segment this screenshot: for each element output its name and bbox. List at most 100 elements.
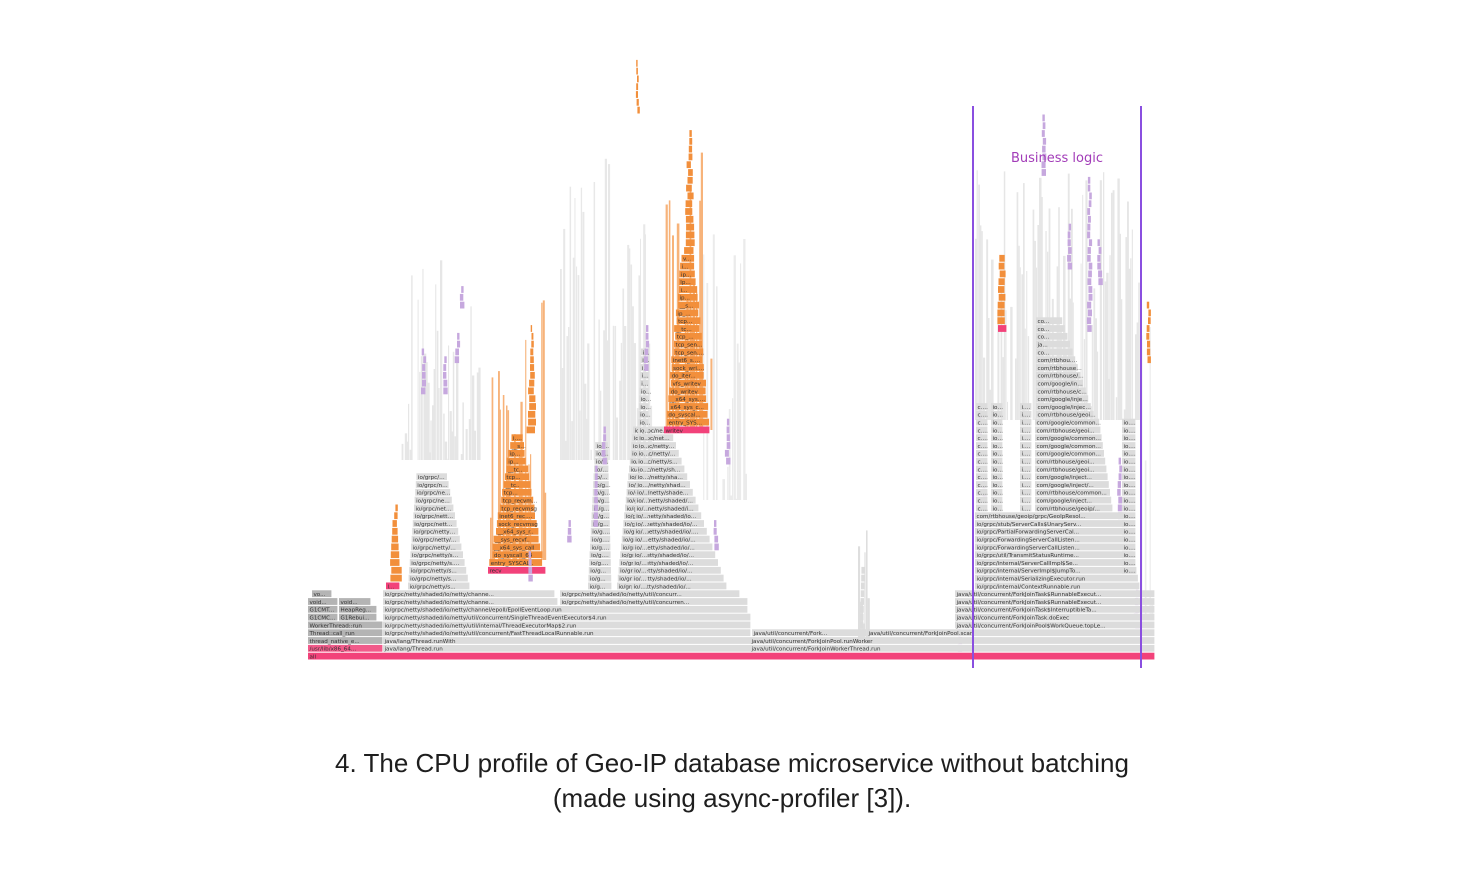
business-side-frame-label: io… xyxy=(993,436,1004,442)
flame-spike xyxy=(608,164,611,460)
business-frame-label: com/rtbhouse/geoi... xyxy=(1037,467,1095,473)
business-side-frame xyxy=(991,434,1003,442)
business-side-frame xyxy=(1122,434,1136,442)
native-frame xyxy=(308,613,338,621)
caption-line-2: (made using async-profiler [3]). xyxy=(552,783,912,813)
business-side-frame xyxy=(1122,488,1136,496)
purple-frame xyxy=(1042,122,1046,130)
flame-spike xyxy=(473,430,476,460)
flame-spike xyxy=(1064,354,1067,420)
netty-frame-label: io/… xyxy=(634,569,646,575)
business-frame xyxy=(1035,481,1109,488)
business-frame-label: com/rtbhouse/geoip/grpc/GeoIpResol... xyxy=(977,514,1086,520)
business-frame xyxy=(1036,340,1070,348)
netty-frame-label: io/… xyxy=(636,530,648,536)
netty-frame-label: io/grpc/netty/sh… xyxy=(631,467,681,473)
flame-spike xyxy=(989,389,992,420)
left-orange xyxy=(395,504,398,512)
business-side-frame xyxy=(1020,442,1032,449)
native-frame xyxy=(308,621,383,629)
business-side-frame xyxy=(1020,457,1032,465)
flame-spike xyxy=(1040,197,1043,420)
flame-spike xyxy=(1071,208,1073,420)
flame-spike xyxy=(1023,183,1025,420)
business-side-frame xyxy=(976,426,988,434)
netty-frame xyxy=(631,442,676,449)
flame-spike xyxy=(404,433,408,460)
writev-frame xyxy=(679,286,698,293)
recv-frame xyxy=(497,512,535,520)
writev-frame-label: ip... xyxy=(681,272,692,278)
flame-spike xyxy=(1104,281,1107,420)
recv-frame-label: do_syscall_64 xyxy=(494,553,533,559)
purple-frame xyxy=(1087,184,1091,192)
purple-frame xyxy=(1042,137,1047,145)
flame-spike xyxy=(1106,272,1109,420)
purple-frame xyxy=(1088,270,1092,278)
flame-spike xyxy=(665,204,668,430)
netty-frame xyxy=(637,434,649,442)
flame-spike xyxy=(542,300,545,560)
netty-frame xyxy=(632,566,648,574)
flame-spike xyxy=(579,410,581,460)
writev-frame xyxy=(664,426,710,434)
writev-frame-label: ip_... xyxy=(677,311,690,317)
grpc-frame-label: io/grpc/netty/shaded/io/netty/util/concu… xyxy=(562,600,690,606)
netty-frame xyxy=(588,582,612,590)
flame-spike xyxy=(468,419,472,460)
recv-frame xyxy=(488,566,546,574)
business-frame-label: co... xyxy=(1038,335,1050,341)
flame-spike xyxy=(1125,237,1128,420)
recv-frame xyxy=(492,551,543,559)
business-side-frame-label: io.… xyxy=(1124,491,1136,497)
business-side-frame-label: i.… xyxy=(1022,405,1031,411)
business-side-frame-label: io.… xyxy=(1124,428,1136,434)
netty-frame-label: io/grpc/net… xyxy=(634,436,670,442)
purple-frame xyxy=(457,340,461,348)
flame-spike xyxy=(449,411,452,460)
edge-orange-2 xyxy=(636,98,639,106)
netty-frame-label: io/grpc/netty/shade… xyxy=(628,491,688,497)
netty-frame xyxy=(408,582,470,590)
purple-frame xyxy=(1098,270,1103,278)
netty-frame xyxy=(618,566,721,574)
purple-frame xyxy=(645,340,650,348)
business-frame xyxy=(1036,348,1073,356)
recv-frame xyxy=(511,434,523,442)
flame-spike xyxy=(448,345,450,460)
purple-frame xyxy=(568,520,571,527)
netty-frame-label: io/grpc/netty… xyxy=(633,444,675,450)
netty-frame xyxy=(632,434,674,442)
business-side-frame xyxy=(1122,442,1136,449)
business-side-frame xyxy=(1122,527,1136,535)
business-side-frame xyxy=(976,465,988,473)
netty-frame xyxy=(637,449,649,457)
business-frame xyxy=(1036,371,1081,379)
flame-spike xyxy=(1109,255,1111,420)
purple-frame xyxy=(713,527,717,535)
purple-frame xyxy=(1087,231,1091,239)
flame-spike xyxy=(692,282,695,430)
business-side-frame xyxy=(991,426,1003,434)
netty-frame-label: io/grpc/netty/shaded/io… xyxy=(626,514,697,520)
flame-spike xyxy=(730,495,733,500)
purple-frame xyxy=(1088,239,1093,247)
business-side-frame-label: io.… xyxy=(1124,538,1136,544)
netty-frame xyxy=(588,566,611,574)
edge-orange-2 xyxy=(636,83,639,91)
grpc-frame xyxy=(383,613,751,621)
flame-spike xyxy=(700,152,703,430)
netty-frame xyxy=(412,527,459,535)
business-side-frame-label: c.… xyxy=(978,483,988,489)
flame-spike xyxy=(1032,209,1035,420)
purple-frame xyxy=(1118,496,1123,504)
business-side-frame xyxy=(1020,403,1032,410)
writev-tip xyxy=(685,208,693,215)
edge-orange xyxy=(1148,317,1151,325)
grpc-frame-label: io/grpc/netty/shaded/io/netty/util/concu… xyxy=(385,631,595,637)
flame-frames: all/usr/lib/x86_64... thread_native_e... T… xyxy=(308,59,1155,661)
netty-frame-label: io… xyxy=(640,405,651,411)
flame-spike xyxy=(454,436,457,460)
purple-frame xyxy=(603,426,606,434)
purple-frame xyxy=(1042,153,1047,161)
